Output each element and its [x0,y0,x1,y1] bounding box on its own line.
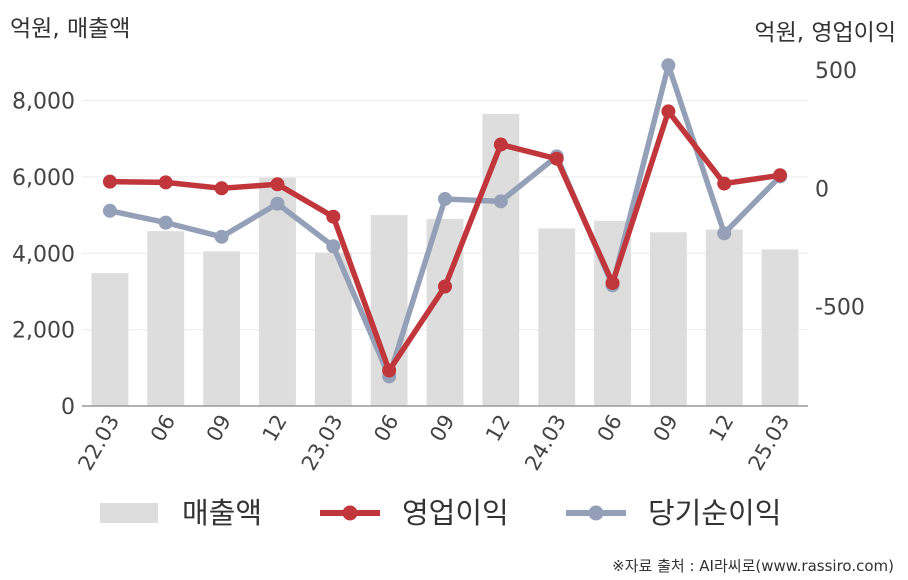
source-note: ※자료 출처 : AI라씨로(www.rassiro.com) [612,557,894,575]
series-point [493,137,508,152]
legend-marker [588,505,604,521]
series-point [493,194,508,209]
left-axis-tick-label: 2,000 [12,319,75,344]
legend-swatch [100,503,158,523]
left-axis-tick-label: 4,000 [12,242,75,267]
revenue-bar [91,273,129,406]
series-point [382,363,397,378]
x-axis-tick-label: 23.03 [297,411,348,475]
x-axis-tick-label: 25.03 [744,411,795,475]
legend-label: 매출액 [182,496,262,530]
revenue-bar [203,251,241,406]
series-point [270,196,285,211]
series-point [158,175,173,190]
series-point [214,181,229,196]
x-axis-tick-label: 09 [425,411,459,446]
left-axis-tick-label: 8,000 [12,90,75,115]
left-axis-unit-label: 억원, 매출액 [10,16,130,42]
right-axis-ticks: -500 0 500 [815,59,865,321]
right-axis-tick-label: 500 [815,59,857,84]
series-point [605,275,620,290]
series-point [438,279,452,294]
revenue-bar [482,113,520,406]
x-axis-tick-label: 09 [202,411,236,446]
legend: 매출액 영업이익 당기순이익 [100,496,781,530]
x-axis-tick-label: 06 [369,411,403,446]
legend-label: 당기순이익 [648,496,781,530]
x-axis-tick-label: 12 [704,411,738,446]
series-point [270,177,285,192]
series-point [102,203,117,218]
revenue-bars [91,113,799,406]
series-point [661,58,676,73]
series-point [214,229,229,244]
series-point [773,168,788,183]
x-axis-ticks: 22.03 06 09 12 23.03 06 09 12 24.03 06 09 12 25.03 [73,411,794,475]
left-axis-tick-label: 0 [61,395,75,420]
right-axis-tick-label: 0 [815,177,829,202]
revenue-bar [147,231,185,406]
x-axis-tick-label: 06 [593,411,627,446]
series-point [549,151,564,166]
x-axis-tick-label: 09 [649,411,683,446]
revenue-bar [761,249,799,406]
revenue-bar [705,229,743,406]
series-point [661,104,676,119]
series-point [717,176,732,191]
x-axis-tick-label: 12 [258,411,292,446]
x-axis-tick-label: 06 [146,411,180,446]
series-point [326,209,341,224]
series-point [158,215,173,230]
revenue-bar [538,228,576,406]
right-axis-tick-label: -500 [815,296,865,321]
legend-marker [342,505,358,521]
series-point [326,239,341,254]
series-point [717,226,732,241]
profit-lines [102,58,788,384]
revenue-bar [649,232,687,406]
left-axis-tick-label: 6,000 [12,166,75,191]
legend-label: 영업이익 [402,496,509,530]
series-point [102,174,117,189]
x-axis-tick-label: 22.03 [73,411,124,475]
x-axis-tick-label: 24.03 [520,411,571,475]
left-axis-ticks: 0 2,000 4,000 6,000 8,000 [12,90,75,420]
series-point [438,191,452,206]
x-axis-tick-label: 12 [481,411,515,446]
right-axis-unit-label: 억원, 영업이익 [754,20,896,46]
